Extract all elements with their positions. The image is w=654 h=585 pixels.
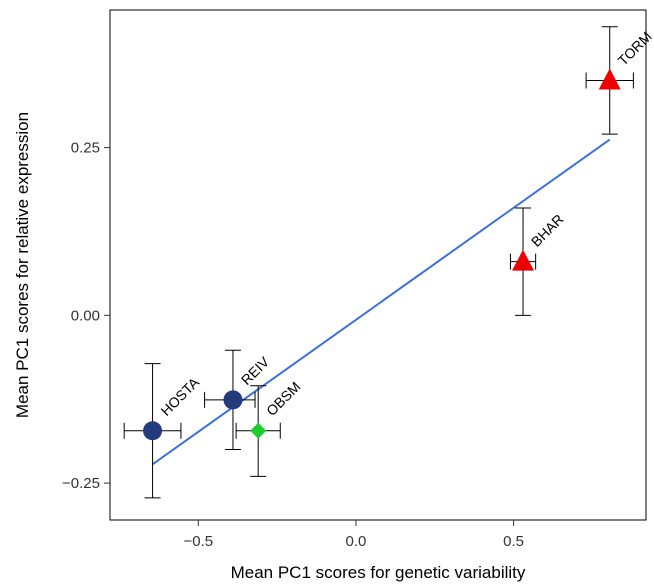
fit-line (151, 138, 611, 466)
y-tick-label: 0.25 (71, 140, 100, 157)
points-layer (143, 68, 621, 441)
x-axis-ticks: −0.5 0.0 0.5 (183, 520, 524, 550)
x-tick-label: 0.0 (345, 533, 366, 550)
y-tick-label: −0.25 (62, 475, 100, 492)
point-label: OBSM (263, 378, 303, 418)
data-point-circle (143, 421, 163, 441)
data-point-triangle (598, 68, 621, 90)
y-axis-ticks: −0.25 0.00 0.25 (62, 140, 110, 492)
point-label: TORM (615, 28, 654, 68)
y-tick-label: 0.00 (71, 307, 100, 324)
x-tick-label: −0.5 (183, 533, 213, 550)
error-bars-layer (123, 26, 634, 499)
y-axis-title: Mean PC1 scores for relative expression (13, 112, 32, 418)
data-point-diamond (250, 422, 267, 439)
x-axis-title: Mean PC1 scores for genetic variability (231, 563, 526, 582)
point-label: BHAR (528, 211, 567, 250)
x-tick-label: 0.5 (503, 533, 524, 550)
data-point-triangle (512, 249, 535, 271)
fit-line-layer (151, 138, 611, 466)
data-point-circle (223, 390, 243, 410)
plot-frame (109, 9, 647, 521)
point-label: HOSTA (157, 374, 202, 419)
